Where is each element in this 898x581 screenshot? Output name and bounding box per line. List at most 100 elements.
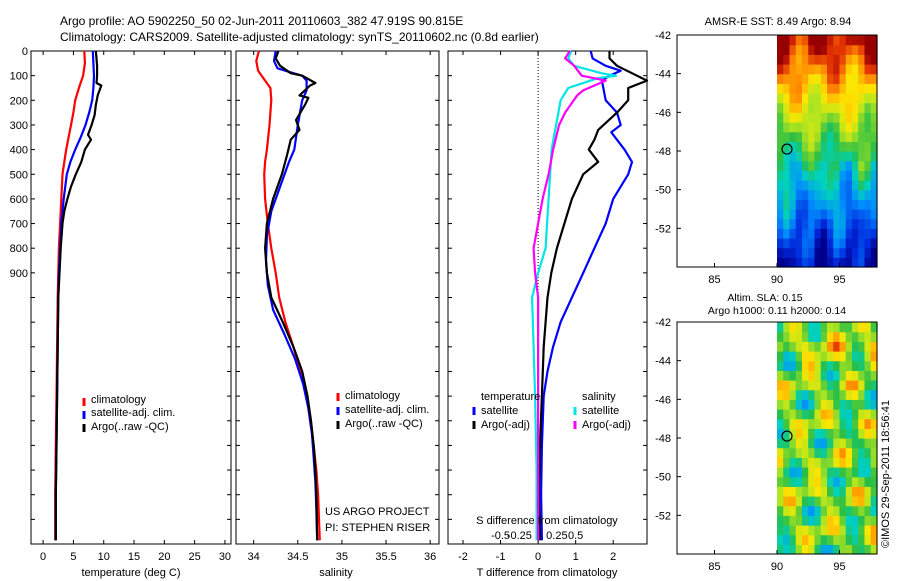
heatmap-cell xyxy=(827,160,834,171)
heatmap-cell xyxy=(777,170,784,181)
heatmap-cell xyxy=(802,370,809,381)
heatmap-cell xyxy=(777,380,784,391)
heatmap-cell xyxy=(858,322,866,333)
heatmap-cell xyxy=(783,399,791,410)
heatmap-cell xyxy=(839,102,847,113)
heatmap-cell xyxy=(839,238,847,249)
x-tick-label: 0 xyxy=(40,551,46,563)
heatmap-cell xyxy=(777,409,784,420)
heatmap-cell xyxy=(833,102,841,113)
heatmap-cell xyxy=(789,151,797,162)
heatmap-cell xyxy=(808,438,816,449)
heatmap-cell xyxy=(864,457,872,468)
heatmap-cell xyxy=(845,525,853,536)
heatmap-cell xyxy=(839,247,847,258)
heatmap-cell xyxy=(845,322,853,333)
heatmap-cell xyxy=(777,534,784,545)
heatmap-cell xyxy=(864,322,872,333)
heatmap-cell xyxy=(808,189,816,200)
heatmap-cell xyxy=(870,534,878,545)
heatmap-cell xyxy=(845,112,853,123)
heatmap-cell xyxy=(802,218,809,229)
map-y-tick-label: -50 xyxy=(655,185,671,197)
s-tick-label: -0.5 xyxy=(491,530,510,542)
heatmap-cell xyxy=(839,418,847,429)
heatmap-cell xyxy=(814,54,822,65)
heatmap-cell xyxy=(802,438,809,449)
heatmap-cell xyxy=(845,238,853,249)
heatmap-cell xyxy=(852,505,859,516)
heatmap-cell xyxy=(845,64,853,75)
heatmap-cell xyxy=(827,505,834,516)
heatmap-cell xyxy=(802,525,809,536)
heatmap-cell xyxy=(827,35,834,46)
heatmap-cell xyxy=(852,44,859,55)
heatmap-cell xyxy=(864,351,872,362)
heatmap-cell xyxy=(808,486,816,497)
heatmap-cell xyxy=(864,44,872,55)
heatmap-cell xyxy=(827,64,834,75)
heatmap-cell xyxy=(820,238,828,249)
heatmap-cell xyxy=(839,476,847,487)
heatmap-cell xyxy=(864,35,872,46)
heatmap-cell xyxy=(870,93,878,104)
heatmap-cell xyxy=(870,409,878,420)
heatmap-cell xyxy=(777,505,784,516)
heatmap-cell xyxy=(777,428,784,439)
heatmap-cell xyxy=(783,360,791,371)
heatmap-cell xyxy=(833,380,841,391)
heatmap-cell xyxy=(814,151,822,162)
heatmap-cell xyxy=(808,170,816,181)
heatmap-cell xyxy=(820,360,828,371)
heatmap-cell xyxy=(820,102,828,113)
heatmap-cell xyxy=(858,64,866,75)
heatmap-cell xyxy=(864,102,872,113)
heatmap-cell xyxy=(808,428,816,439)
heatmap-cell xyxy=(789,257,797,268)
heatmap-cell xyxy=(777,209,784,220)
heatmap-cell xyxy=(839,360,847,371)
heatmap-cell xyxy=(802,209,809,220)
heatmap-cell xyxy=(827,418,834,429)
heatmap-cell xyxy=(820,351,828,362)
heatmap-cell xyxy=(839,486,847,497)
heatmap-cell xyxy=(864,399,872,410)
heatmap-cell xyxy=(833,131,841,142)
heatmap-cell xyxy=(845,409,853,420)
sla-map-ticks: 85 90 95 -42 -44 -46 -48 -50 -52 xyxy=(655,317,846,573)
heatmap-cell xyxy=(795,83,803,94)
heatmap-cell xyxy=(870,238,878,249)
heatmap-cell xyxy=(783,180,791,191)
heatmap-cell xyxy=(820,247,828,258)
heatmap-cell xyxy=(870,476,878,487)
heatmap-cell xyxy=(808,447,816,458)
heatmap-cell xyxy=(852,351,859,362)
heatmap-cell xyxy=(808,93,816,104)
map-x-tick-label: 95 xyxy=(833,561,845,573)
heatmap-cell xyxy=(820,409,828,420)
heatmap-cell xyxy=(870,457,878,468)
heatmap-cell xyxy=(870,209,878,220)
heatmap-cell xyxy=(808,399,816,410)
heatmap-cell xyxy=(845,54,853,65)
heatmap-cell xyxy=(814,467,822,478)
heatmap-cell xyxy=(852,331,859,342)
heatmap-cell xyxy=(820,112,828,123)
heatmap-cell xyxy=(777,322,784,333)
heatmap-cell xyxy=(833,389,841,400)
heatmap-cell xyxy=(814,525,822,536)
heatmap-cell xyxy=(802,83,809,94)
heatmap-cell xyxy=(864,160,872,171)
y-tick-label: 100 xyxy=(10,71,28,83)
temperature-series xyxy=(54,50,103,541)
heatmap-cell xyxy=(808,131,816,142)
heatmap-cell xyxy=(852,370,859,381)
heatmap-cell xyxy=(839,180,847,191)
heatmap-cell xyxy=(852,170,859,181)
heatmap-cell xyxy=(802,257,809,268)
heatmap-cell xyxy=(845,151,853,162)
heatmap-cell xyxy=(777,131,784,142)
heatmap-cell xyxy=(789,228,797,239)
heatmap-cell xyxy=(833,228,841,239)
heatmap-cell xyxy=(808,331,816,342)
